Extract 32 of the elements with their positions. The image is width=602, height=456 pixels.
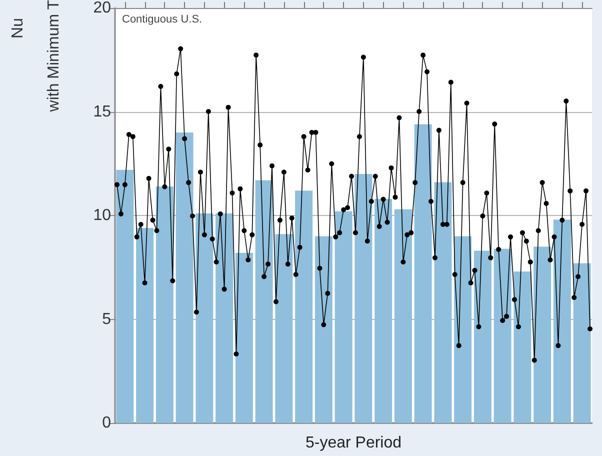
bar — [354, 174, 372, 423]
bar — [573, 263, 591, 423]
y-axis-title: Nu with Minimum T — [10, 0, 62, 113]
bar — [414, 124, 432, 423]
bar — [255, 180, 273, 423]
bar — [434, 182, 452, 423]
bar — [275, 234, 293, 423]
bar — [295, 190, 313, 423]
bar — [176, 132, 194, 423]
y-tick-label: 15 — [93, 103, 112, 120]
bar — [454, 236, 472, 423]
y-tick-label: 5 — [102, 310, 112, 328]
bar — [156, 186, 174, 423]
bar — [196, 213, 214, 423]
bar — [534, 246, 552, 423]
bar — [494, 248, 512, 423]
bar — [394, 209, 412, 423]
bar — [116, 170, 134, 423]
bar — [334, 211, 352, 423]
y-tick-label: 10 — [93, 207, 112, 224]
bar — [374, 198, 392, 423]
bar — [314, 236, 332, 423]
bar — [235, 252, 253, 423]
bar — [136, 228, 154, 423]
bar — [514, 272, 532, 423]
bar — [553, 220, 571, 423]
bar — [474, 250, 492, 423]
y-tick-label: 0 — [102, 414, 112, 432]
y-tick-label: 20 — [93, 0, 112, 16]
annotation: Contiguous U.S. — [122, 14, 202, 26]
x-axis-title: 5-year Period — [305, 434, 402, 452]
bar — [216, 213, 234, 423]
